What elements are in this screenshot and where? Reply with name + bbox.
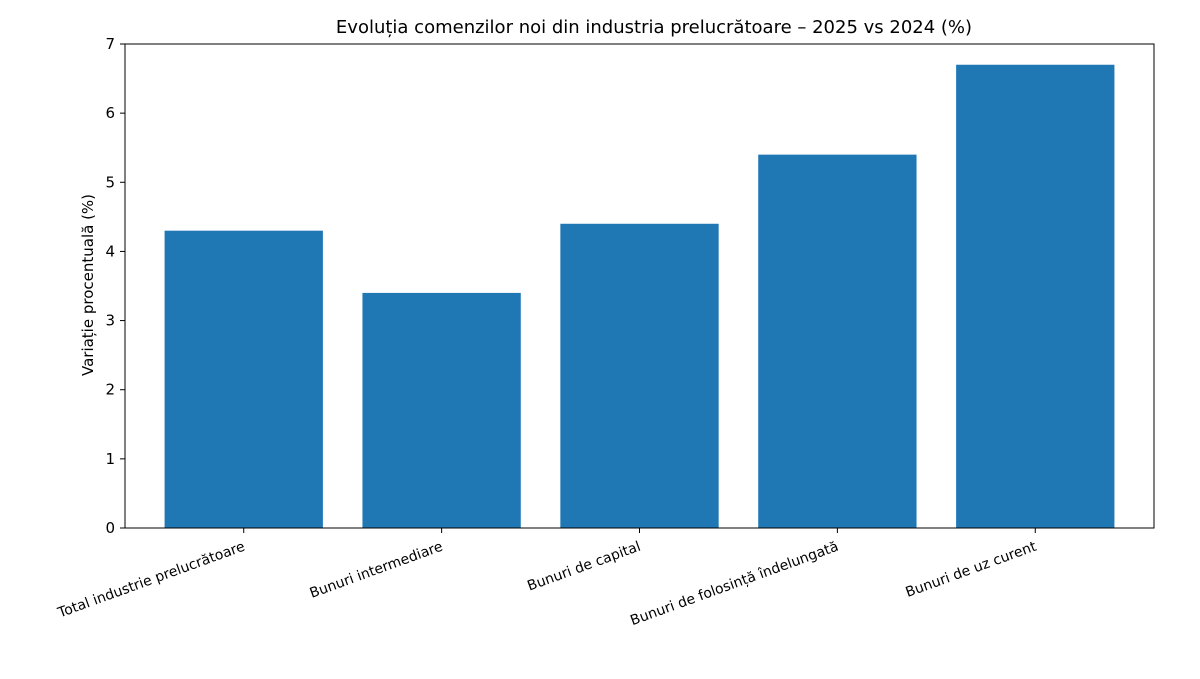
bar-1 [164, 230, 323, 528]
bar-3 [560, 223, 719, 528]
bar-5 [956, 64, 1115, 529]
x-tick-label-1: Total industrie prelucrătoare [55, 539, 247, 622]
x-tick-label-3: Bunuri de capital [525, 539, 643, 595]
bar-4 [758, 154, 917, 528]
y-tick-label-6: 6 [105, 104, 115, 122]
y-axis-label: Variație procentuală (%) [79, 194, 97, 376]
y-tick-label-5: 5 [105, 173, 115, 191]
x-tick-label-5: Bunuri de uz curent [904, 539, 1040, 601]
bars-layer [164, 64, 1115, 529]
x-tick-label-2: Bunuri intermediare [308, 539, 445, 602]
y-tick-label-3: 3 [105, 312, 115, 330]
y-tick-label-4: 4 [105, 242, 115, 260]
y-tick-label-1: 1 [105, 450, 115, 468]
chart-title: Evoluția comenzilor noi din industria pr… [336, 17, 972, 38]
y-tick-label-7: 7 [105, 35, 115, 53]
bar-2 [362, 292, 521, 528]
y-tick-label-0: 0 [105, 519, 115, 537]
x-tick-label-4: Bunuri de folosință îndelungată [628, 539, 840, 629]
y-tick-label-2: 2 [105, 381, 115, 399]
plot-frame [124, 43, 1155, 529]
